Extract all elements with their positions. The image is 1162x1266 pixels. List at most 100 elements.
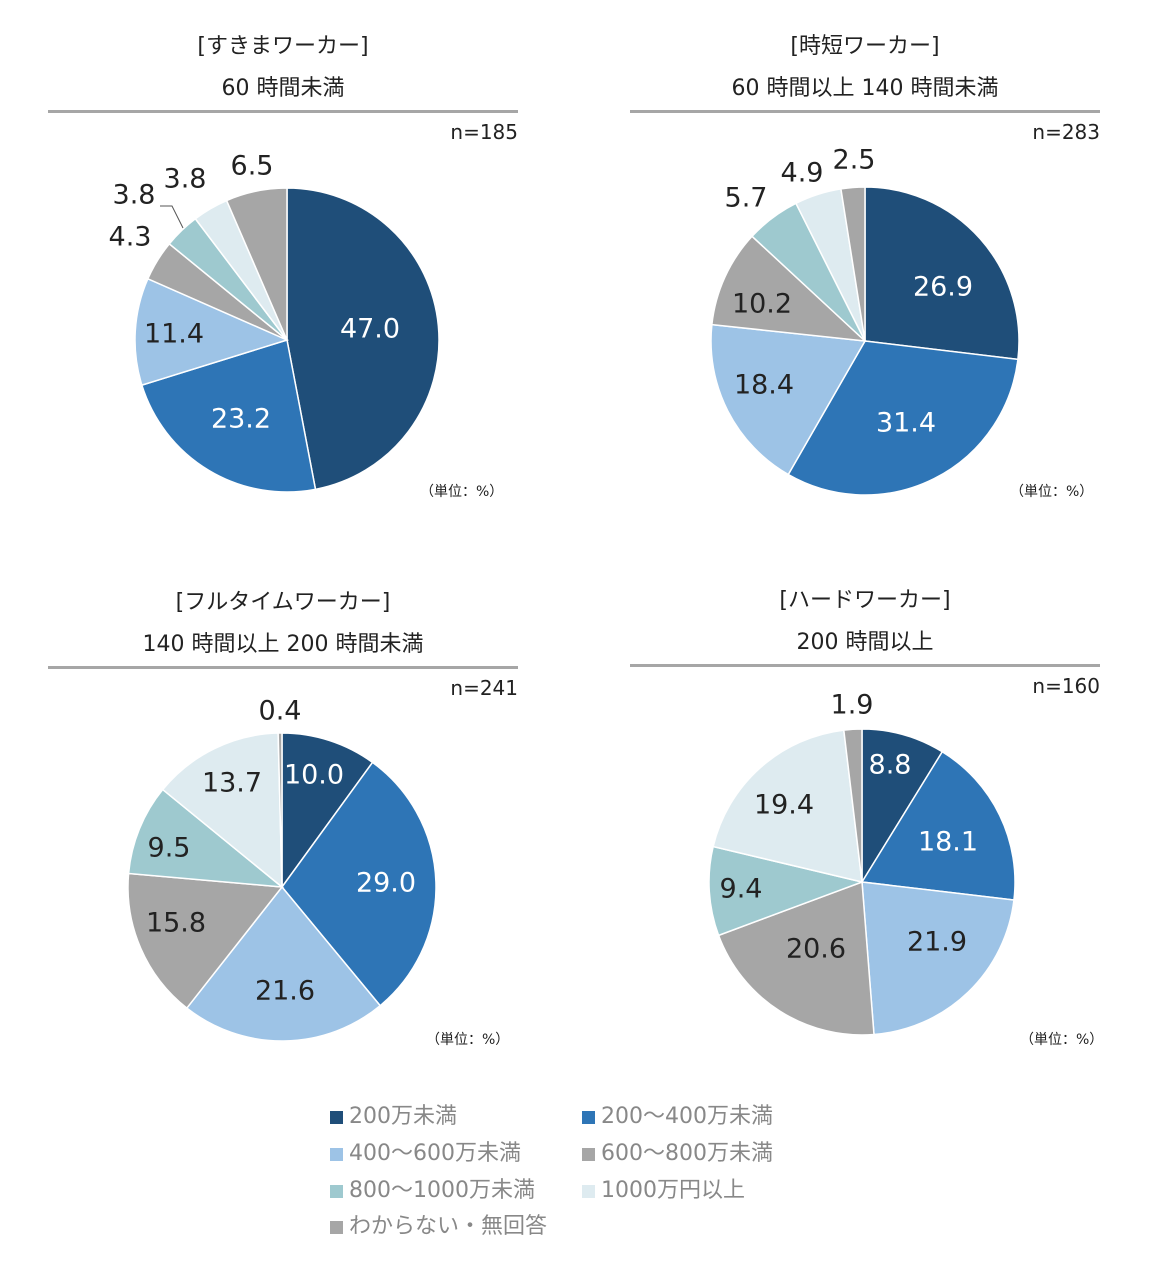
slice-label: 21.6 bbox=[255, 976, 315, 1007]
sample-size: n=160 bbox=[1032, 674, 1100, 698]
legend-swatch bbox=[582, 1111, 595, 1124]
legend-item: 200～400万未満 bbox=[582, 1098, 773, 1130]
pie-slice bbox=[861, 728, 944, 885]
slice-label: 47.0 bbox=[340, 314, 400, 345]
legend-swatch bbox=[330, 1111, 343, 1124]
pie-chart: 8.8 18.1 21.9 20.6 9.4 19.4 1.9 bbox=[708, 690, 1016, 1036]
legend-label: 400～600万未満 bbox=[349, 1141, 521, 1166]
slice-label: 5.7 bbox=[725, 183, 768, 214]
legend-swatch bbox=[330, 1185, 343, 1198]
slice-label: 1.9 bbox=[831, 690, 874, 721]
legend-label: 200～400万未満 bbox=[601, 1104, 773, 1129]
slice-label: 6.5 bbox=[231, 151, 274, 182]
pie-slice bbox=[712, 729, 863, 883]
chart-title: [すきまワーカー] bbox=[197, 34, 369, 59]
unit-label: （単位：%） bbox=[420, 484, 504, 500]
slice-label: 4.9 bbox=[781, 158, 824, 189]
chart-subtitle: 140 時間以上 200 時間未満 bbox=[142, 632, 424, 657]
pie-slice bbox=[127, 872, 284, 1010]
pie-chart: 47.0 23.2 11.4 4.3 3.8 3.8 6.5 bbox=[109, 151, 440, 493]
slice-label: 15.8 bbox=[146, 908, 206, 939]
chart-title: [ハードワーカー] bbox=[779, 588, 951, 613]
pie-slice bbox=[277, 732, 283, 888]
legend-label: わからない・無回答 bbox=[349, 1214, 548, 1239]
chart-title: [フルタイムワーカー] bbox=[175, 590, 391, 615]
pie-slice bbox=[161, 732, 283, 889]
slice-label: 11.4 bbox=[144, 319, 204, 350]
pie-chart: 26.9 31.4 18.4 10.2 5.7 4.9 2.5 bbox=[710, 145, 1020, 496]
slice-label: 19.4 bbox=[754, 790, 814, 821]
pie-chart: 10.0 29.0 21.6 15.8 9.5 13.7 0.4 bbox=[127, 696, 437, 1042]
pie-slice bbox=[711, 235, 868, 342]
leader-line bbox=[160, 205, 184, 229]
slice-label: 21.9 bbox=[907, 927, 967, 958]
slice-label: 18.1 bbox=[918, 827, 978, 858]
legend-swatch bbox=[582, 1148, 595, 1161]
chart-subtitle: 60 時間未満 bbox=[221, 76, 345, 101]
sample-size: n=283 bbox=[1032, 120, 1100, 144]
slice-label: 13.7 bbox=[202, 768, 262, 799]
pie-slice bbox=[860, 750, 1016, 901]
chart-subtitle: 200 時間以上 bbox=[796, 630, 934, 655]
legend-label: 200万未満 bbox=[349, 1104, 457, 1129]
pie-slice bbox=[225, 187, 288, 341]
chart-panel: [すきまワーカー] 60 時間未満 n=185 （単位：%） 47.0 23.2 1… bbox=[48, 28, 518, 500]
slice-label: 9.5 bbox=[148, 833, 191, 864]
slice-label: 10.0 bbox=[284, 760, 344, 791]
pie-slice bbox=[134, 277, 290, 387]
pie-slice bbox=[185, 885, 382, 1042]
legend-label: 800～1000万未満 bbox=[349, 1178, 535, 1203]
unit-label: （単位：%） bbox=[1020, 1032, 1104, 1048]
legend-swatch bbox=[582, 1185, 595, 1198]
title-divider bbox=[630, 664, 1100, 667]
legend-item: 1000万円以上 bbox=[582, 1172, 745, 1204]
sample-size: n=241 bbox=[450, 676, 518, 700]
slice-label: 2.5 bbox=[833, 145, 876, 176]
chart-panel: [フルタイムワーカー] 140 時間以上 200 時間未満 n=241 （単位：… bbox=[48, 584, 518, 1054]
slice-label: 20.6 bbox=[786, 934, 846, 965]
legend-item: 800～1000万未満 bbox=[330, 1172, 535, 1204]
slice-label: 9.4 bbox=[720, 874, 763, 905]
pie-slice bbox=[864, 186, 1020, 361]
pie-slice bbox=[710, 323, 867, 476]
legend-item: 600～800万未満 bbox=[582, 1135, 773, 1167]
pie-slice bbox=[281, 732, 374, 890]
slice-label: 0.4 bbox=[259, 696, 302, 727]
slice-label: 10.2 bbox=[732, 289, 792, 320]
slice-label: 3.8 bbox=[113, 180, 156, 211]
chart-subtitle: 60 時間以上 140 時間未満 bbox=[731, 76, 999, 101]
chart-panel: [ハードワーカー] 200 時間以上 n=160 （単位：%） 8.8 18.1 2… bbox=[630, 582, 1104, 1052]
legend-item: 400～600万未満 bbox=[330, 1135, 521, 1167]
chart-panel: [時短ワーカー] 60 時間以上 140 時間未満 n=283 （単位：%） 2… bbox=[630, 28, 1100, 500]
legend-item: わからない・無回答 bbox=[330, 1208, 547, 1240]
pie-slice bbox=[840, 186, 866, 342]
slice-label: 3.8 bbox=[164, 164, 207, 195]
legend-item: 200万未満 bbox=[330, 1098, 457, 1130]
pie-slice bbox=[787, 340, 1019, 496]
pie-slice bbox=[140, 339, 317, 493]
chart-title: [時短ワーカー] bbox=[790, 34, 940, 59]
pie-slice bbox=[127, 788, 285, 888]
slice-label: 26.9 bbox=[913, 272, 973, 303]
title-divider bbox=[48, 110, 518, 113]
legend-label: 1000万円以上 bbox=[601, 1178, 745, 1203]
slice-label: 23.2 bbox=[211, 404, 271, 435]
pie-slice bbox=[861, 881, 1015, 1036]
slice-label: 4.3 bbox=[109, 222, 152, 253]
slice-label: 31.4 bbox=[876, 408, 936, 439]
unit-label: （単位：%） bbox=[426, 1032, 510, 1048]
legend-swatch bbox=[330, 1148, 343, 1161]
pie-slice bbox=[717, 880, 875, 1036]
sample-size: n=185 bbox=[450, 120, 518, 144]
pie-slice bbox=[286, 187, 440, 491]
title-divider bbox=[48, 666, 518, 669]
title-divider bbox=[630, 110, 1100, 113]
slice-label: 29.0 bbox=[356, 868, 416, 899]
pie-slice bbox=[842, 728, 863, 883]
pie-slice bbox=[708, 845, 865, 937]
slice-label: 18.4 bbox=[734, 370, 794, 401]
pie-slice bbox=[281, 761, 437, 1007]
unit-label: （単位：%） bbox=[1010, 484, 1094, 500]
legend-swatch bbox=[330, 1221, 343, 1234]
legend-label: 600～800万未満 bbox=[601, 1141, 773, 1166]
